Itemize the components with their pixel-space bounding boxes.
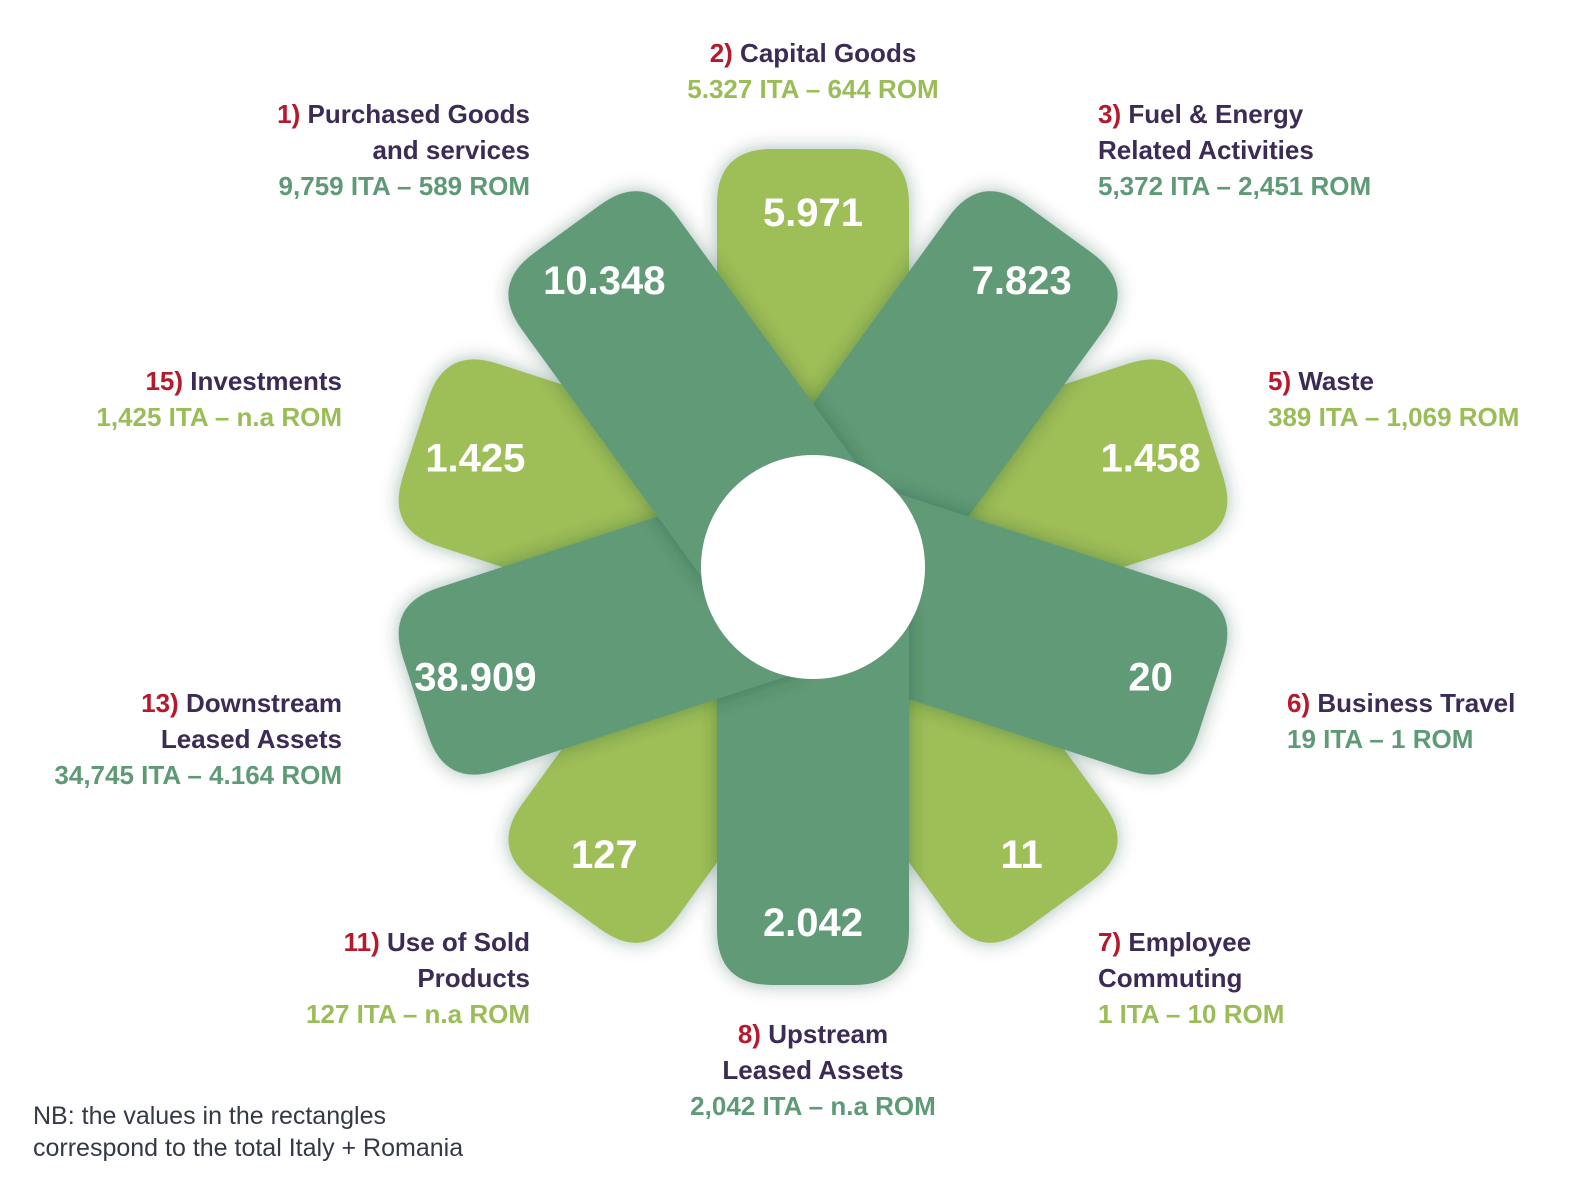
center-hole <box>701 455 925 679</box>
category-values: 1,425 ITA – n.a ROM <box>96 402 342 432</box>
petal-value-7: 127 <box>571 833 638 877</box>
label-fuel-energy: 3) Fuel & Energy Related Activities 5,37… <box>1098 96 1498 204</box>
category-name-line2: Leased Assets <box>160 724 342 754</box>
category-name: Investments <box>190 366 342 396</box>
category-name: Capital Goods <box>740 38 917 68</box>
petal-value-1: 5.971 <box>763 191 863 235</box>
petal-6 <box>717 607 909 985</box>
category-values: 19 ITA – 1 ROM <box>1287 724 1474 754</box>
category-values: 127 ITA – n.a ROM <box>306 999 530 1029</box>
category-name: Upstream <box>768 1019 889 1049</box>
category-number: 6) <box>1287 688 1311 718</box>
label-purchased-goods: 1) Purchased Goods and services 9,759 IT… <box>180 96 530 204</box>
category-number: 13) <box>141 688 179 718</box>
category-number: 15) <box>145 366 184 396</box>
category-name-line2: Leased Assets <box>722 1055 904 1085</box>
petal-value-10: 10.348 <box>543 259 665 303</box>
category-name-line2: and services <box>372 135 530 165</box>
category-number: 7) <box>1098 927 1122 957</box>
category-number: 8) <box>737 1019 761 1049</box>
category-name-line2: Products <box>417 963 530 993</box>
category-name-line2: Related Activities <box>1098 135 1314 165</box>
label-use-of-sold-products: 11) Use of Sold Products 127 ITA – n.a R… <box>180 924 530 1032</box>
petal-value-8: 38.909 <box>414 656 536 700</box>
category-number: 3) <box>1098 99 1122 129</box>
category-name: Business Travel <box>1317 688 1516 718</box>
category-values: 9,759 ITA – 589 ROM <box>278 171 530 201</box>
category-name: Use of Sold <box>386 927 530 957</box>
petal-value-3: 1.458 <box>1101 436 1201 480</box>
category-name: Purchased Goods <box>307 99 531 129</box>
footnote-line2: correspond to the total Italy + Romania <box>33 1134 464 1162</box>
category-values: 5.327 ITA – 644 ROM <box>687 74 939 104</box>
petal-value-2: 7.823 <box>972 259 1072 303</box>
category-name: Downstream <box>185 688 342 718</box>
label-employee-commuting: 7) Employee Commuting 1 ITA – 10 ROM <box>1098 924 1398 1032</box>
category-name: Employee <box>1128 927 1252 957</box>
category-name: Fuel & Energy <box>1128 99 1304 129</box>
petal-value-5: 11 <box>1001 833 1043 877</box>
label-upstream-leased-assets: 8) Upstream Leased Assets 2,042 ITA – n.… <box>613 1016 1013 1124</box>
category-values: 34,745 ITA – 4.164 ROM <box>54 760 342 790</box>
label-investments: 15) Investments 1,425 ITA – n.a ROM <box>40 363 342 435</box>
category-number: 2) <box>709 38 733 68</box>
footnote: NB: the values in the rectangles corresp… <box>33 1100 593 1164</box>
label-capital-goods: 2) Capital Goods 5.327 ITA – 644 ROM <box>613 35 1013 107</box>
category-values: 1 ITA – 10 ROM <box>1098 999 1285 1029</box>
category-number: 1) <box>277 99 301 129</box>
footnote-line1: NB: the values in the rectangles <box>33 1102 386 1130</box>
label-waste: 5) Waste 389 ITA – 1,069 ROM <box>1268 363 1568 435</box>
petal-value-9: 1.425 <box>425 436 525 480</box>
category-values: 389 ITA – 1,069 ROM <box>1268 402 1520 432</box>
petal-value-6: 2.042 <box>763 901 863 945</box>
category-name: Waste <box>1298 366 1374 396</box>
category-number: 5) <box>1268 366 1292 396</box>
category-number: 11) <box>343 927 380 957</box>
label-downstream-leased-assets: 13) Downstream Leased Assets 34,745 ITA … <box>10 685 342 793</box>
category-name-line2: Commuting <box>1098 963 1243 993</box>
petal-value-4: 20 <box>1128 656 1173 700</box>
label-business-travel: 6) Business Travel 19 ITA – 1 ROM <box>1287 685 1577 757</box>
category-values: 5,372 ITA – 2,451 ROM <box>1098 171 1372 201</box>
category-values: 2,042 ITA – n.a ROM <box>690 1091 936 1121</box>
